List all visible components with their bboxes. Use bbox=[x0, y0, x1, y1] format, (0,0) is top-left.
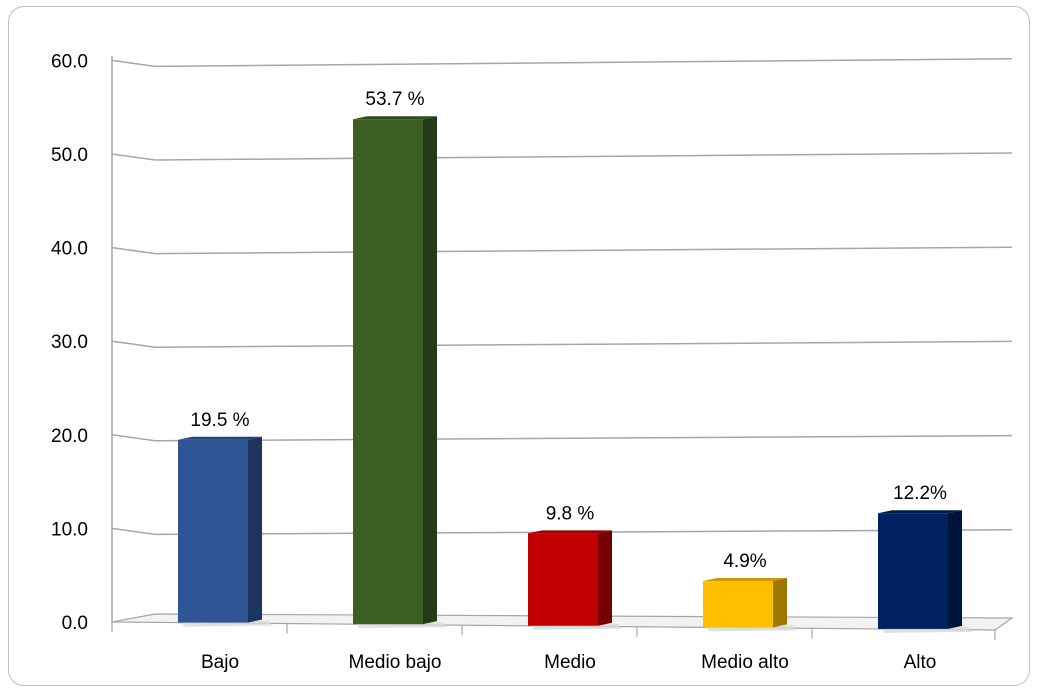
y-tick-label: 0.0 bbox=[62, 613, 88, 634]
gridline bbox=[154, 246, 1013, 255]
gridline-side bbox=[111, 153, 156, 161]
bars bbox=[178, 116, 972, 633]
gridline-side bbox=[111, 527, 156, 536]
x-tick-label: Medio alto bbox=[701, 652, 789, 673]
data-label: 19.5 % bbox=[190, 410, 249, 431]
gridline-side bbox=[111, 340, 156, 348]
bar-side bbox=[248, 436, 262, 623]
bar bbox=[878, 513, 948, 629]
bar-top bbox=[178, 436, 262, 440]
gridline-side bbox=[111, 246, 156, 255]
x-tick-label: Medio bajo bbox=[349, 652, 442, 673]
x-tick-labels: Bajo Medio bajo Medio Medio alto Alto bbox=[201, 652, 936, 673]
gridline bbox=[154, 152, 1013, 161]
gridline-side bbox=[111, 434, 156, 442]
bar-side bbox=[948, 510, 962, 629]
bar bbox=[703, 580, 773, 628]
bar-side bbox=[773, 577, 787, 628]
bar-top bbox=[528, 530, 612, 534]
y-tick-label: 10.0 bbox=[51, 519, 88, 540]
data-label: 9.8 % bbox=[546, 503, 595, 524]
gridline bbox=[154, 340, 1013, 348]
data-label: 53.7 % bbox=[365, 89, 424, 110]
bar bbox=[178, 439, 248, 623]
x-tick-label: Bajo bbox=[201, 652, 239, 673]
bar-top bbox=[703, 577, 787, 581]
x-tick-label: Alto bbox=[904, 652, 937, 673]
y-tick-label: 60.0 bbox=[51, 51, 88, 72]
gridlines bbox=[111, 58, 1013, 536]
bar-side bbox=[598, 530, 612, 626]
bar bbox=[528, 533, 598, 626]
y-tick-label: 20.0 bbox=[51, 426, 88, 447]
bar-top bbox=[353, 116, 437, 120]
gridline bbox=[154, 434, 1013, 442]
y-tick-labels: 0.0 10.0 20.0 30.0 40.0 50.0 60.0 bbox=[51, 51, 88, 634]
x-tick-label: Medio bbox=[544, 652, 596, 673]
y-tick-label: 50.0 bbox=[51, 145, 88, 166]
bar bbox=[353, 119, 423, 625]
data-label: 12.2% bbox=[893, 483, 947, 504]
y-tick-label: 40.0 bbox=[51, 239, 88, 260]
gridline-side bbox=[111, 59, 156, 68]
data-label: 4.9% bbox=[723, 551, 766, 572]
data-labels: 19.5 % 53.7 % 9.8 % 4.9% 12.2% bbox=[190, 89, 947, 572]
y-tick-label: 30.0 bbox=[51, 332, 88, 353]
bar-top bbox=[878, 510, 962, 514]
bar-side bbox=[423, 116, 437, 625]
gridline bbox=[154, 58, 1013, 68]
